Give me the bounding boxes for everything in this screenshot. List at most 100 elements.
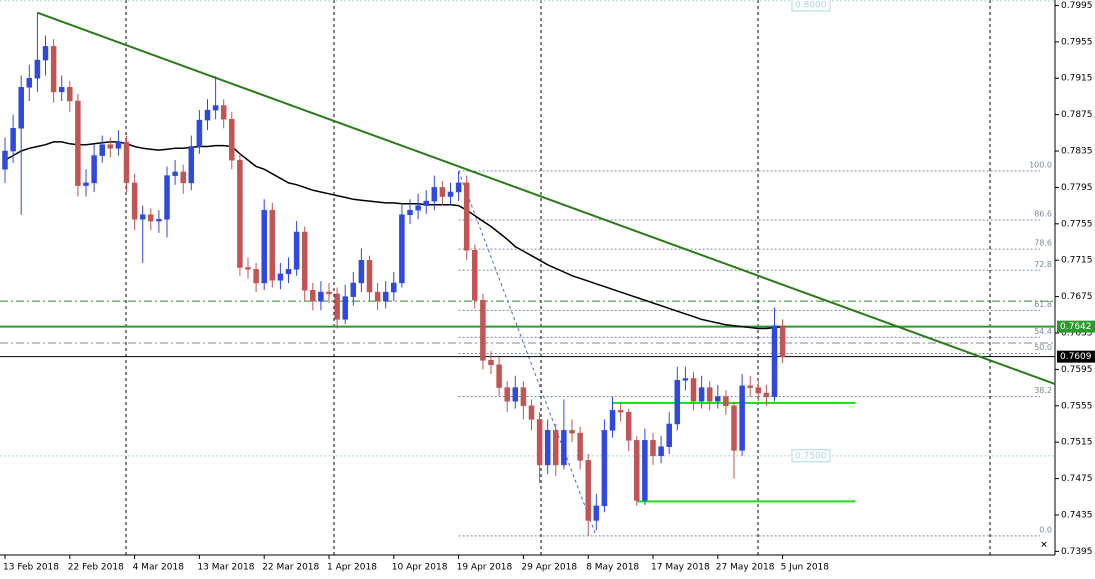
candle-body	[391, 282, 397, 293]
x-tick-label: 5 Jun 2018	[781, 563, 830, 573]
candle-body	[204, 109, 211, 121]
x-tick-label: 22 Feb 2018	[68, 563, 124, 573]
y-tick-label: 0.7515	[1061, 438, 1093, 448]
candle-body	[569, 430, 575, 434]
candle-body	[131, 182, 138, 220]
candle-body	[50, 46, 57, 93]
y-tick-label: 0.7835	[1061, 147, 1093, 157]
candle-body	[358, 259, 365, 284]
candle-body	[261, 209, 267, 284]
candle-body	[237, 159, 243, 268]
candle-body	[415, 205, 421, 211]
candle-body	[731, 405, 737, 451]
candle-body	[212, 105, 219, 111]
candle-body	[350, 282, 357, 297]
candle-body	[553, 430, 559, 466]
candle-body	[269, 209, 276, 281]
x-tick-label: 10 Apr 2018	[392, 563, 448, 573]
candle-body	[285, 269, 292, 275]
y-tick-label: 0.7795	[1061, 183, 1093, 193]
candle-body	[196, 119, 203, 147]
candle-body	[609, 410, 616, 431]
candle-body	[439, 187, 446, 197]
shift-marker: ✕	[1040, 541, 1048, 551]
candle-body	[512, 387, 519, 402]
candle-body	[83, 182, 89, 186]
x-tick-label: 13 Mar 2018	[197, 563, 254, 573]
y-tick-label: 0.7555	[1061, 401, 1093, 411]
price-label-box	[1057, 350, 1095, 363]
price-label-box	[1057, 320, 1095, 333]
candle-body	[164, 175, 170, 220]
candle-body	[399, 214, 405, 284]
price-level-label-box	[791, 0, 831, 12]
candle-body	[779, 325, 786, 357]
x-tick-label: 22 Mar 2018	[262, 563, 319, 573]
candle-body	[739, 385, 745, 451]
candle-body	[10, 128, 16, 152]
candle-body	[544, 430, 551, 466]
candle-body	[277, 273, 284, 281]
candle-body	[536, 419, 543, 466]
candle-body	[139, 214, 146, 220]
candle-body	[472, 249, 478, 301]
y-tick-label: 0.7435	[1061, 510, 1093, 520]
price-label: 0.7642	[1060, 322, 1092, 332]
fib-label: 38.2	[1034, 386, 1052, 395]
x-tick-label: 4 Mar 2018	[133, 563, 185, 573]
candle-body	[123, 141, 130, 184]
candle-body	[99, 144, 105, 156]
candle-body	[488, 360, 494, 366]
candle-body	[431, 187, 438, 202]
x-tick-label: 27 May 2018	[716, 563, 775, 573]
candle-body	[115, 141, 122, 149]
x-tick-label: 17 May 2018	[651, 563, 710, 573]
candle-body	[528, 405, 535, 420]
candle-body	[625, 411, 632, 441]
candle-body	[706, 387, 713, 402]
candle-body	[690, 378, 697, 402]
candle-body	[520, 387, 527, 407]
y-tick-label: 0.7595	[1061, 365, 1093, 375]
candle-body	[18, 87, 24, 129]
candle-body	[593, 505, 600, 521]
candle-body	[326, 291, 332, 295]
x-tick-label: 13 Feb 2018	[3, 563, 59, 573]
candle-body	[747, 385, 753, 388]
candle-body	[2, 150, 8, 170]
candle-body	[253, 269, 259, 284]
candle-body	[229, 118, 235, 161]
trendline	[37, 11, 1056, 385]
y-tick-label: 0.7635	[1061, 329, 1093, 339]
candle-body	[293, 231, 300, 270]
y-tick-label: 0.7715	[1061, 256, 1093, 266]
y-tick-label: 0.7675	[1061, 292, 1093, 302]
candle-body	[58, 87, 65, 93]
candle-body	[26, 77, 33, 88]
candle-body	[634, 440, 640, 501]
candle-body	[561, 430, 567, 466]
candle-body	[771, 325, 778, 397]
y-tick-label: 0.7955	[1061, 37, 1093, 47]
candle-body	[423, 200, 429, 206]
candle-body	[480, 299, 486, 361]
candle-body	[585, 460, 591, 521]
candle-body	[188, 146, 195, 184]
candle-body	[334, 293, 340, 320]
candle-body	[42, 46, 49, 61]
x-tick-label: 8 May 2018	[586, 563, 639, 573]
candle-body	[666, 423, 672, 447]
candle-body	[342, 296, 348, 320]
candle-body	[577, 432, 583, 461]
candle-body	[67, 87, 73, 102]
candle-body	[601, 430, 608, 507]
candle-body	[504, 387, 510, 402]
fib-label: 86.6	[1034, 209, 1052, 218]
period-separators	[125, 0, 991, 555]
y-tick-label: 0.7395	[1061, 547, 1093, 557]
x-tick-label: 19 Apr 2018	[457, 563, 513, 573]
candle-body	[382, 291, 389, 302]
y-tick-label: 0.7915	[1061, 74, 1093, 84]
